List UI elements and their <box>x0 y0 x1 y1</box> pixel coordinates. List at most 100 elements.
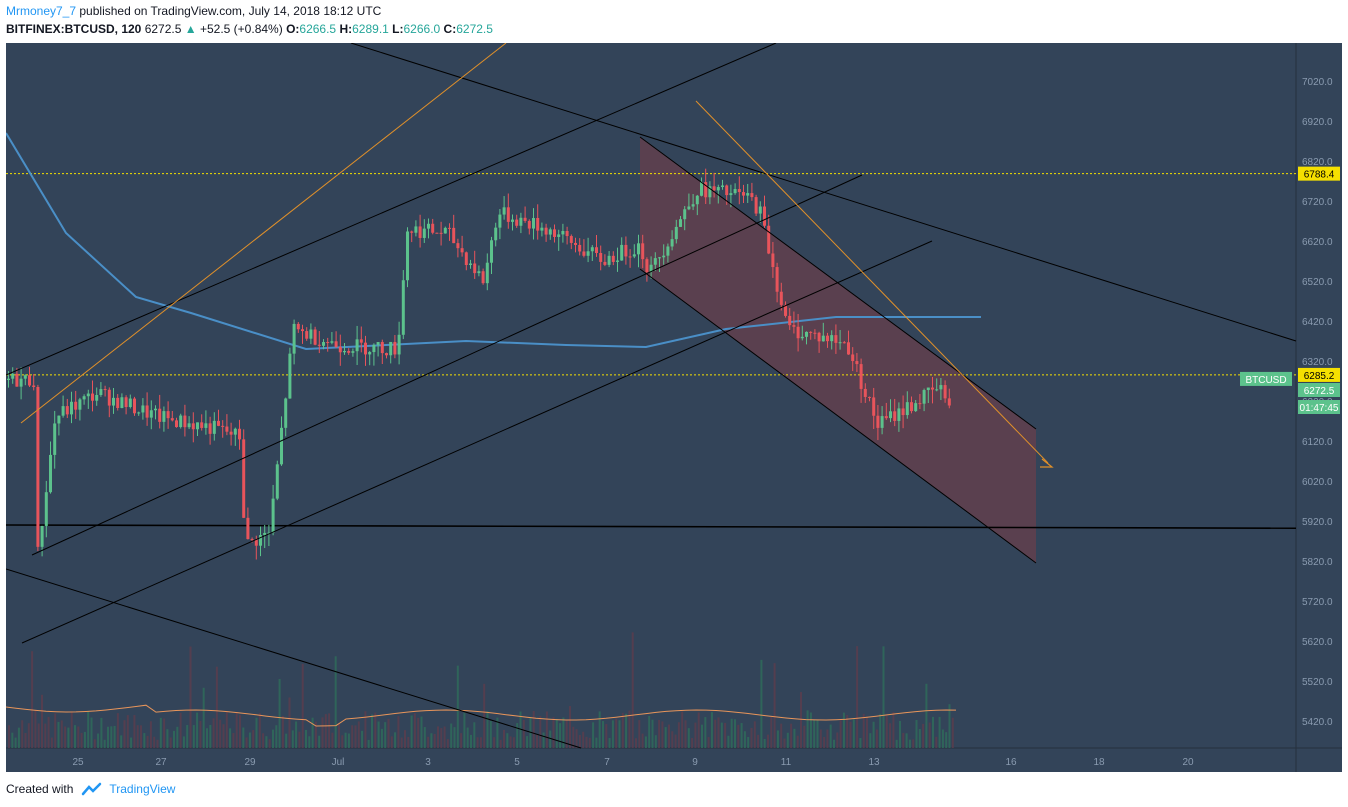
volume-bar <box>466 727 469 748</box>
volume-bar <box>892 712 895 748</box>
volume-bar <box>153 736 156 748</box>
symbol-ohlc-line: BITFINEX:BTCUSD, 120 6272.5 ▲ +52.5 (+0.… <box>6 22 493 36</box>
volume-bar <box>918 728 921 748</box>
volume-bar <box>813 719 816 748</box>
candle-body <box>40 525 44 547</box>
candle-body <box>838 342 842 344</box>
author-link[interactable]: Mrmoney7_7 <box>6 4 77 18</box>
candle-body <box>889 411 892 419</box>
candle-body <box>624 244 628 257</box>
candle-body <box>506 207 510 222</box>
candle-body <box>78 399 82 410</box>
orange-trend-line <box>20 43 507 424</box>
candle-body <box>620 244 624 261</box>
candle-body <box>204 423 208 428</box>
volume-bar <box>143 733 146 748</box>
volume-bar <box>806 710 809 748</box>
price-tick-label: 5920.0 <box>1302 517 1333 528</box>
time-axis[interactable] <box>6 748 1342 772</box>
price-tick-label: 5720.0 <box>1302 597 1333 608</box>
volume-bar <box>100 717 103 748</box>
volume-bar <box>869 733 872 748</box>
volume-bar <box>268 739 271 748</box>
price-chart[interactable]: 7020.0 6920.0 6820.0 6720.0 6620.0 6520.0 6420… <box>6 43 1342 772</box>
candle-body <box>910 402 913 412</box>
volume-bar <box>522 720 525 748</box>
candle-body <box>200 422 204 428</box>
candle-body <box>82 396 86 400</box>
candle-body <box>275 464 279 499</box>
candle-body <box>712 186 716 191</box>
projection-arrow-icon <box>1040 458 1054 468</box>
volume-bar <box>763 738 766 748</box>
last-price-tag: 6272.5 <box>1304 386 1335 397</box>
candle-body <box>611 255 615 262</box>
volume-bar <box>895 739 898 748</box>
candle-body <box>36 386 40 547</box>
volume-bar <box>595 737 598 748</box>
price-tick-label: 6420.0 <box>1302 317 1333 328</box>
volume-bar <box>793 728 796 748</box>
volume-bar <box>17 727 20 748</box>
volume-bar <box>875 729 878 748</box>
candle-body <box>61 406 65 416</box>
candle-body <box>536 218 540 231</box>
candle-body <box>271 498 275 533</box>
level-price-tag: 6788.4 <box>1304 170 1335 181</box>
close-label: C: <box>443 22 457 36</box>
volume-bar <box>605 724 608 748</box>
volume-bar <box>908 739 911 748</box>
candle-body <box>582 251 586 256</box>
volume-bar <box>710 712 713 748</box>
volume-bar <box>400 737 403 748</box>
candle-body <box>225 426 229 432</box>
volume-bar <box>394 732 397 748</box>
volume-bar <box>305 729 307 748</box>
candle-body <box>133 398 136 414</box>
publish-text: published on TradingView.com, July 14, 2… <box>79 4 382 18</box>
candle-body <box>380 342 384 354</box>
candle-body <box>91 393 94 401</box>
level-price-tag-bg <box>1298 367 1340 382</box>
change-arrow-icon: ▲ <box>184 22 197 36</box>
volume-bar <box>905 733 908 748</box>
candle-body <box>792 325 796 327</box>
candle-body <box>805 331 808 337</box>
candle-body <box>145 405 149 418</box>
volume-bar <box>50 737 53 748</box>
candle-body <box>393 341 397 355</box>
descending-lower-line <box>6 568 582 749</box>
candle-body <box>851 354 855 362</box>
symbol-tag: BTCUSD <box>1245 375 1286 386</box>
candle-body <box>128 398 132 408</box>
candle-body <box>767 225 771 254</box>
candle-body <box>238 428 241 440</box>
volume-bar <box>800 692 802 748</box>
candle-body <box>334 341 338 347</box>
volume-bar <box>730 718 733 748</box>
candle-body <box>826 335 829 342</box>
candle-body <box>574 242 577 245</box>
volume-bar <box>555 718 558 748</box>
volume-bar <box>493 737 496 748</box>
candle-body <box>15 373 19 387</box>
candle-body <box>763 206 766 226</box>
volume-bar <box>701 724 703 748</box>
publish-info: Mrmoney7_7 published on TradingView.com,… <box>6 4 381 18</box>
tradingview-brand-link[interactable]: TradingView <box>109 782 176 796</box>
volume-bar <box>928 722 931 748</box>
candle-body <box>821 335 825 342</box>
candle-body <box>586 251 590 256</box>
candle-body <box>729 193 733 196</box>
volume-bar <box>192 725 195 748</box>
volume-bar <box>344 732 347 748</box>
volume-bar <box>374 712 377 748</box>
candle-body <box>460 248 464 253</box>
volume-bar <box>486 711 489 748</box>
candle-body <box>750 193 754 198</box>
candle-body <box>175 420 178 428</box>
candle-body <box>532 218 535 229</box>
volume-bar <box>757 734 760 748</box>
candle-body <box>863 388 867 397</box>
candle-body <box>233 428 237 435</box>
